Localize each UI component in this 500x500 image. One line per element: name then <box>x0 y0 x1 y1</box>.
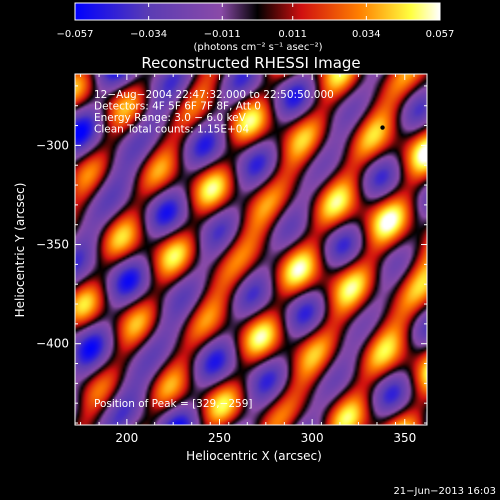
colorbar-tick-label: −0.057 <box>56 29 93 40</box>
colorbar-tick-label: −0.034 <box>130 29 167 40</box>
y-tick-label: −350 <box>36 238 69 252</box>
annotation-line: Energy Range: 3.0 − 6.0 keV <box>94 112 247 124</box>
y-axis-label: Heliocentric Y (arcsec) <box>13 183 27 318</box>
colorbar-tick-label: −0.011 <box>204 29 241 40</box>
axis-ticks: 200 250 300 350 −300 −350 −400 <box>36 74 427 445</box>
x-tick-label: 200 <box>115 431 138 445</box>
colorbar-tick-label: 0.034 <box>352 29 381 40</box>
colorbar-tick-label: 0.011 <box>278 29 307 40</box>
colorbar-ticks: −0.057 −0.034 −0.011 0.011 0.034 0.057 <box>56 3 454 40</box>
heatmap-image <box>75 74 427 425</box>
y-tick-label: −300 <box>36 138 69 152</box>
x-tick-label: 350 <box>393 431 416 445</box>
plot-frame <box>74 73 428 426</box>
y-tick-label: −400 <box>36 337 69 351</box>
chart-title: Reconstructed RHESSI Image <box>141 54 360 72</box>
footer-timestamp: 21−Jun−2013 16:03 <box>393 486 496 497</box>
colorbar <box>74 2 441 21</box>
x-tick-label: 250 <box>208 431 231 445</box>
x-axis-label: Heliocentric X (arcsec) <box>186 449 322 463</box>
annotation-line: 12−Aug−2004 22:47:32.000 to 22:50:50.000 <box>94 89 334 101</box>
x-tick-label: 300 <box>301 431 324 445</box>
annotation-block: 12−Aug−2004 22:47:32.000 to 22:50:50.000… <box>94 89 334 136</box>
heatmap-area <box>75 74 427 425</box>
annotation-line: Detectors: 4F 5F 6F 7F 8F, Att 0 <box>94 101 261 113</box>
colorbar-tick-label: 0.057 <box>426 29 455 40</box>
peak-position-text: Position of Peak = [329,−259] <box>94 398 253 410</box>
peak-marker <box>380 125 385 130</box>
annotation-line: Clean Total counts: 1.15E+04 <box>94 124 249 136</box>
colorbar-unit-label: (photons cm⁻² s⁻¹ asec⁻²) <box>193 42 322 53</box>
